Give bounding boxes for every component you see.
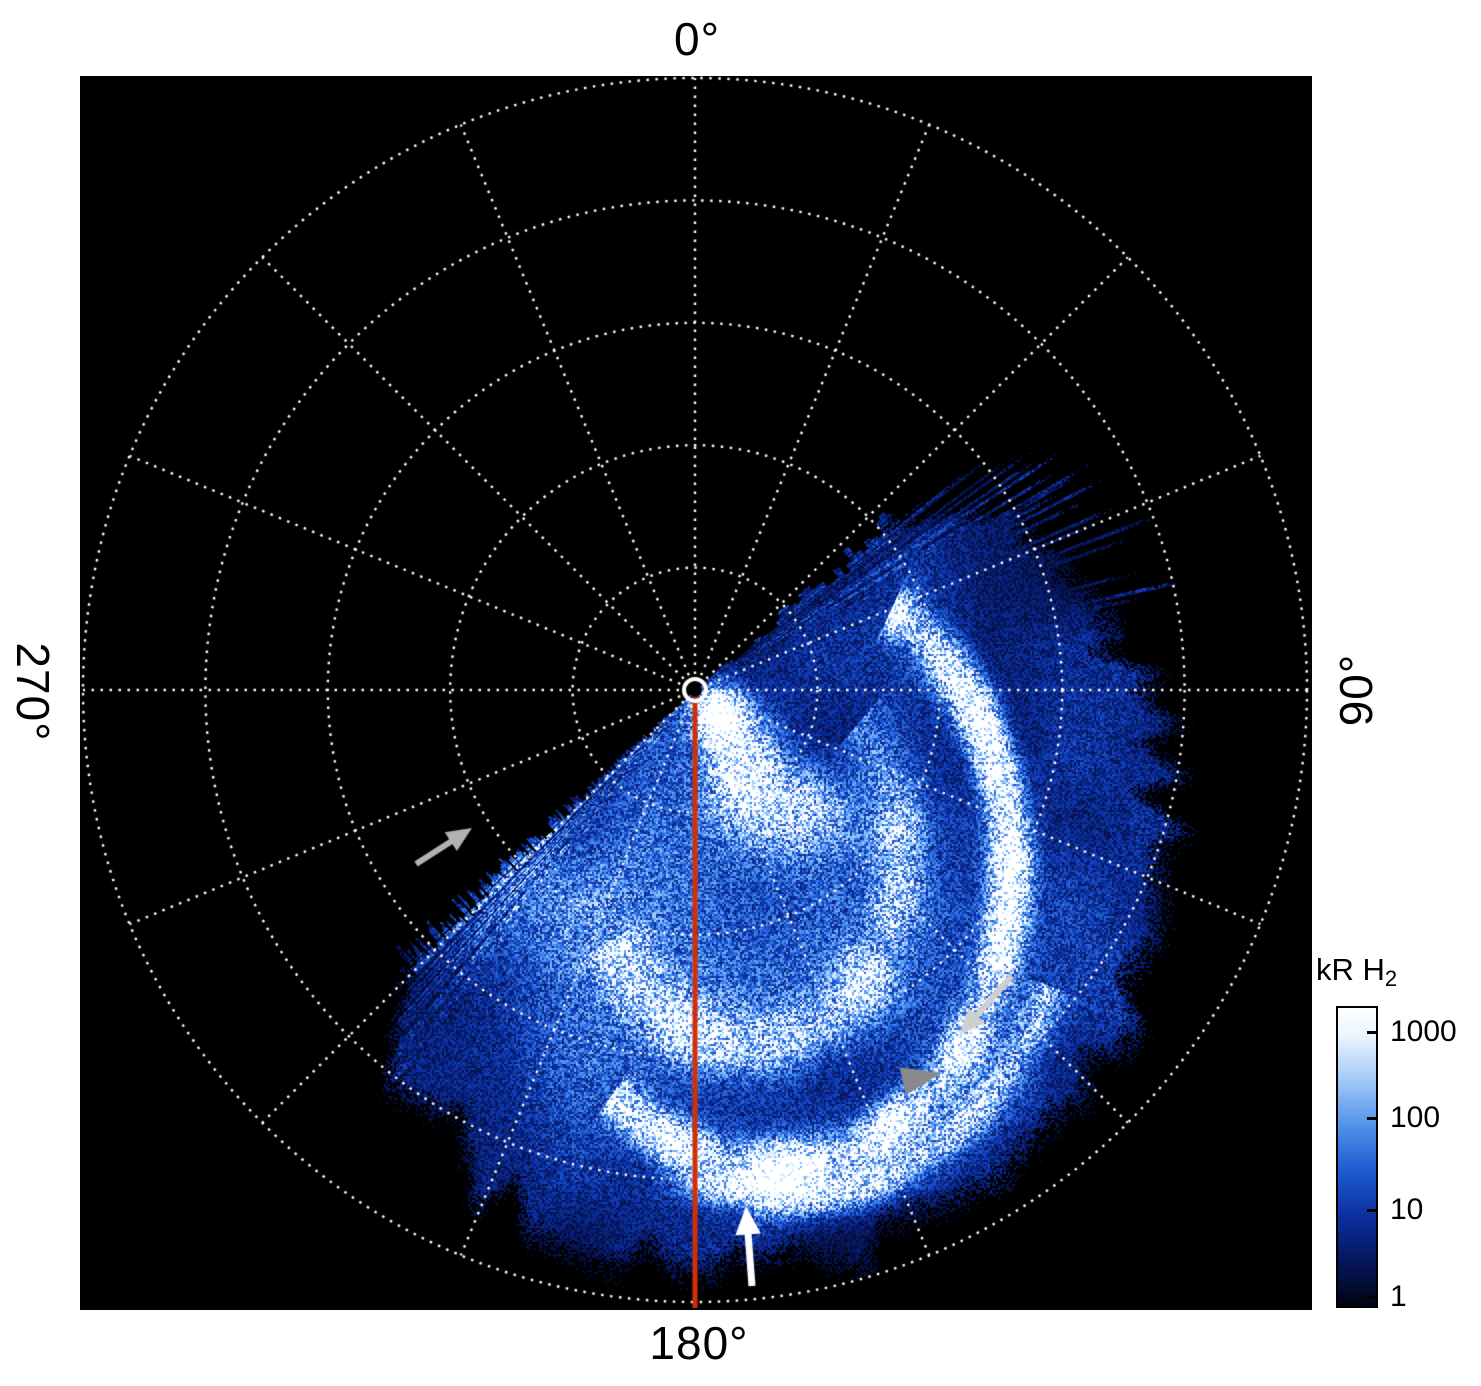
colorbar-tick-mark: [1367, 1208, 1376, 1212]
colorbar-tick-10: 10: [1390, 1192, 1424, 1226]
polar-plot-area: [80, 76, 1312, 1310]
angle-label-180: 180°: [649, 1317, 749, 1369]
angle-label-0: 0°: [674, 13, 720, 65]
angle-label-270: 270°: [7, 642, 59, 742]
colorbar-label-subscript: 2: [1384, 966, 1398, 991]
colorbar-tick-mark: [1367, 1116, 1376, 1120]
colorbar-tick-1: 1: [1390, 1279, 1407, 1313]
colorbar-tick-mark: [1367, 1295, 1376, 1299]
colorbar-tick-1000: 1000: [1390, 1014, 1457, 1048]
colorbar-gradient: [1336, 1006, 1378, 1308]
colorbar-tick-100: 100: [1390, 1100, 1441, 1134]
colorbar-label: kR H2: [1316, 952, 1397, 992]
polar-plot-canvas: [80, 76, 1312, 1310]
colorbar-label-text: kR H: [1316, 952, 1385, 987]
colorbar-tick-mark: [1367, 1030, 1376, 1034]
angle-label-90: 90°: [1330, 653, 1382, 727]
